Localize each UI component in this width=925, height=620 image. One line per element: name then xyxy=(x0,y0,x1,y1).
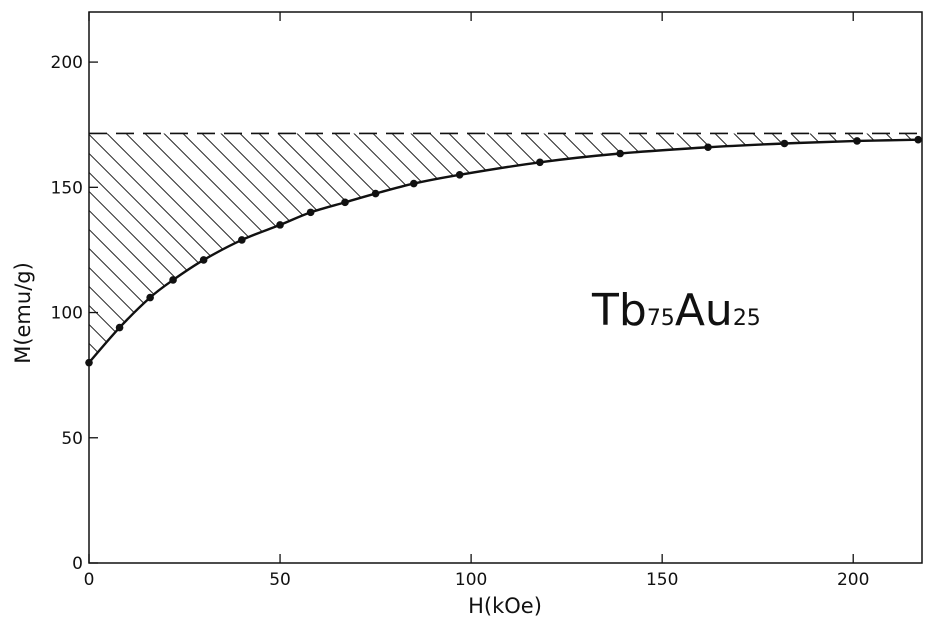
data-point xyxy=(409,179,418,188)
y-tick-label: 150 xyxy=(51,178,83,198)
data-point xyxy=(341,198,349,207)
hatch-line xyxy=(89,133,314,363)
hatch-line xyxy=(576,133,922,363)
hatch-line xyxy=(861,133,922,363)
hatch-line xyxy=(120,133,561,363)
y-tick-label: 200 xyxy=(51,53,83,73)
data-point xyxy=(238,236,246,244)
hatch-line xyxy=(291,133,732,363)
data-points xyxy=(85,135,922,367)
y-tick-label: 50 xyxy=(61,429,83,449)
data-point xyxy=(276,221,284,229)
data-point xyxy=(853,137,861,145)
x-tick-label: 50 xyxy=(269,570,291,590)
data-point xyxy=(536,158,544,167)
hatch-line xyxy=(253,133,694,363)
data-point xyxy=(704,143,712,152)
hatched-region xyxy=(89,133,922,363)
hatch-line xyxy=(89,133,257,363)
hatch-line xyxy=(880,133,922,363)
hatch-line xyxy=(424,133,865,363)
data-point xyxy=(455,170,464,179)
hatch-line xyxy=(842,133,922,363)
hatch-line xyxy=(272,133,713,363)
hatch-line xyxy=(89,133,466,363)
data-point xyxy=(780,139,789,148)
x-tick-labels: 0 50 100 150 200 xyxy=(84,570,870,590)
data-point xyxy=(616,149,624,158)
hatch-line xyxy=(709,133,922,363)
hatch-line xyxy=(101,133,542,363)
data-point xyxy=(115,323,124,332)
hatch-line xyxy=(671,133,922,363)
hatch-line xyxy=(823,133,922,363)
hatch-line xyxy=(728,133,922,363)
hatch-line xyxy=(215,133,656,363)
x-tick-label: 100 xyxy=(455,570,487,590)
hatch-line xyxy=(690,133,922,363)
x-tick-label: 0 xyxy=(84,570,95,590)
hatch-line xyxy=(367,133,808,363)
y-tick-label: 100 xyxy=(51,304,83,324)
hatch-line xyxy=(405,133,846,363)
hatch-line xyxy=(633,133,922,363)
y-axis-title: M(emu/g) xyxy=(11,262,35,364)
data-point xyxy=(914,135,922,144)
hatch-line xyxy=(329,133,770,363)
data-point xyxy=(146,293,154,302)
hatch-line xyxy=(177,133,618,363)
axis-ticks xyxy=(88,12,854,564)
hatch-line xyxy=(89,133,295,363)
hatch-line xyxy=(462,133,903,363)
hatch-line xyxy=(196,133,637,363)
hatch-line xyxy=(234,133,675,363)
data-point xyxy=(306,208,315,217)
hatch-line xyxy=(89,133,276,363)
hatch-line xyxy=(89,133,523,363)
hatch-line xyxy=(348,133,789,363)
hatch-line xyxy=(386,133,827,363)
hatch-line xyxy=(519,133,922,363)
y-tick-labels: 0 50 100 150 200 xyxy=(51,53,83,574)
hatch-line xyxy=(766,133,922,363)
hatch-line xyxy=(89,133,238,363)
hatch-line xyxy=(614,133,922,363)
hatch-line xyxy=(481,133,922,363)
hatch-line xyxy=(652,133,922,363)
hatch-line xyxy=(89,133,504,363)
hatch-line xyxy=(785,133,922,363)
data-point xyxy=(371,189,380,198)
y-tick-label: 0 xyxy=(72,554,83,574)
hatch-line xyxy=(538,133,922,363)
hatch-line xyxy=(595,133,922,363)
hatch-line xyxy=(557,133,922,363)
x-tick-label: 200 xyxy=(837,570,869,590)
hatch-line xyxy=(139,133,580,363)
hatch-line xyxy=(747,133,922,363)
hatch-line xyxy=(443,133,884,363)
x-tick-label: 150 xyxy=(646,570,678,590)
data-point xyxy=(199,256,208,264)
x-axis-title: H(kOe) xyxy=(468,594,542,618)
hatch-line xyxy=(500,133,922,363)
compound-label: Tb75Au25 xyxy=(591,285,761,336)
fit-curve xyxy=(88,138,919,364)
plot-frame xyxy=(88,11,923,564)
data-point xyxy=(169,276,177,284)
hatch-line xyxy=(89,133,485,363)
hatch-line xyxy=(804,133,922,363)
